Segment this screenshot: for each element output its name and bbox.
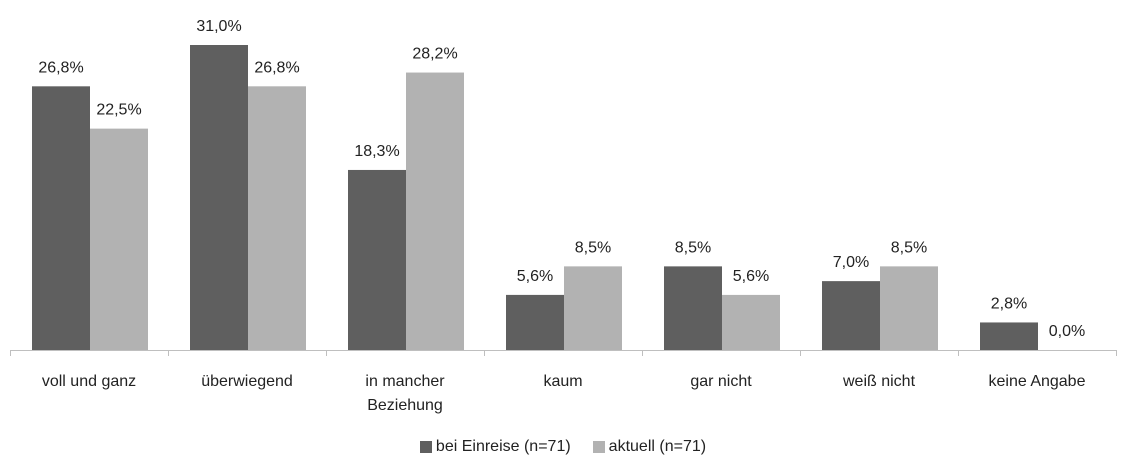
legend-swatch (419, 441, 432, 453)
bar (90, 128, 148, 350)
bar (564, 266, 622, 350)
bar (822, 281, 880, 350)
data-label: 8,5% (575, 239, 611, 256)
bar (190, 45, 248, 350)
bar (406, 72, 464, 350)
x-tick-label: gar nicht (690, 373, 752, 390)
data-label: 22,5% (96, 102, 141, 119)
data-label: 0,0% (1049, 323, 1085, 340)
legend-swatch (592, 441, 605, 453)
x-tick-label: keine Angabe (988, 373, 1086, 390)
bar (722, 294, 780, 350)
bar (32, 86, 90, 351)
legend-item: bei Einreise (n=71) (419, 438, 571, 456)
legend: bei Einreise (n=71) aktuell (n=71) (0, 438, 1126, 456)
data-label: 26,8% (38, 59, 83, 76)
data-label: 28,2% (412, 46, 457, 63)
data-label: 8,5% (675, 239, 711, 256)
x-tick-label: weiß nicht (842, 373, 916, 390)
x-tick-label: kaum (543, 373, 583, 390)
x-tick-label: voll und ganz (41, 373, 137, 390)
legend-label: aktuell (n=71) (608, 438, 707, 455)
x-tick-label: in mancher Beziehung (365, 373, 445, 414)
bar (880, 266, 938, 350)
data-label: 26,8% (254, 59, 299, 76)
data-label: 5,6% (517, 268, 553, 285)
bar (248, 86, 306, 351)
data-label: 7,0% (833, 254, 869, 271)
bar (980, 322, 1038, 350)
data-label: 5,6% (733, 268, 769, 285)
bar (664, 266, 722, 350)
data-label: 31,0% (196, 18, 241, 35)
legend-label: bei Einreise (n=71) (435, 438, 571, 455)
data-label: 8,5% (891, 239, 927, 256)
x-tick-label: überwiegend (201, 373, 293, 390)
data-label: 2,8% (991, 295, 1027, 312)
bar (348, 169, 406, 350)
data-label: 18,3% (354, 143, 399, 160)
legend-item: aktuell (n=71) (592, 438, 707, 456)
bar (506, 294, 564, 350)
